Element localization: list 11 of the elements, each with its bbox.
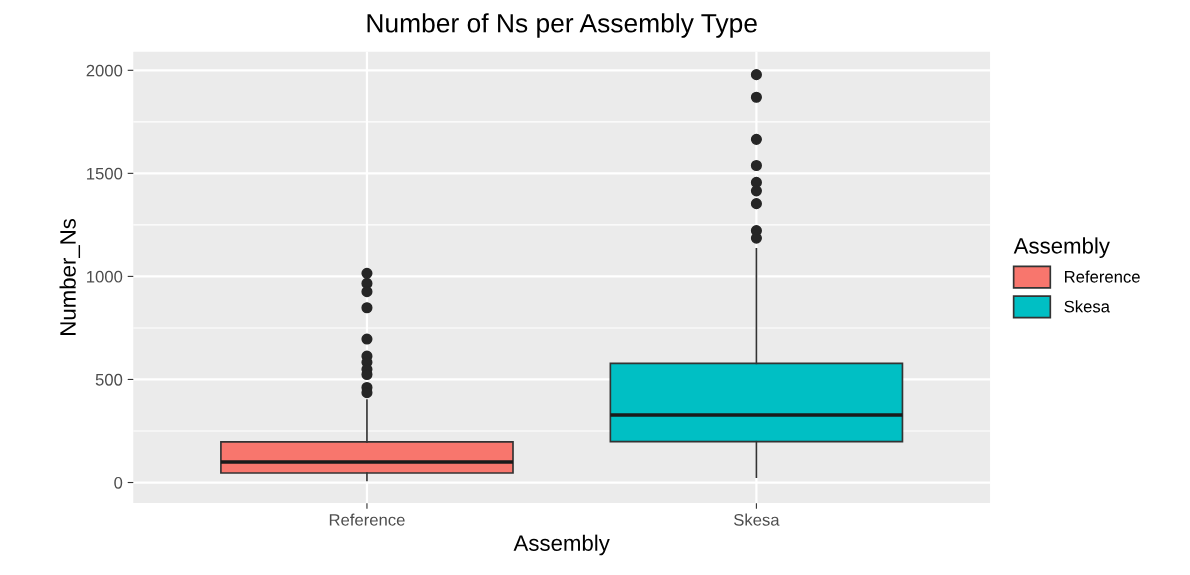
x-axis-title: Assembly (513, 534, 610, 556)
y-tick-label: 1500 (87, 167, 123, 180)
y-tick-label: 2000 (86, 64, 123, 77)
chart-title: Number of Ns per Assembly Type (367, 13, 757, 38)
legend-title: Assembly (1013, 237, 1110, 259)
legend-label: Reference (1065, 270, 1140, 283)
y-axis-title: Number_Ns (59, 218, 81, 335)
y-tick-label: 500 (95, 373, 123, 386)
legend-label: Skesa (1064, 300, 1110, 313)
y-tick-label: 0 (114, 476, 123, 489)
y-tick-label: 1000 (87, 270, 123, 283)
